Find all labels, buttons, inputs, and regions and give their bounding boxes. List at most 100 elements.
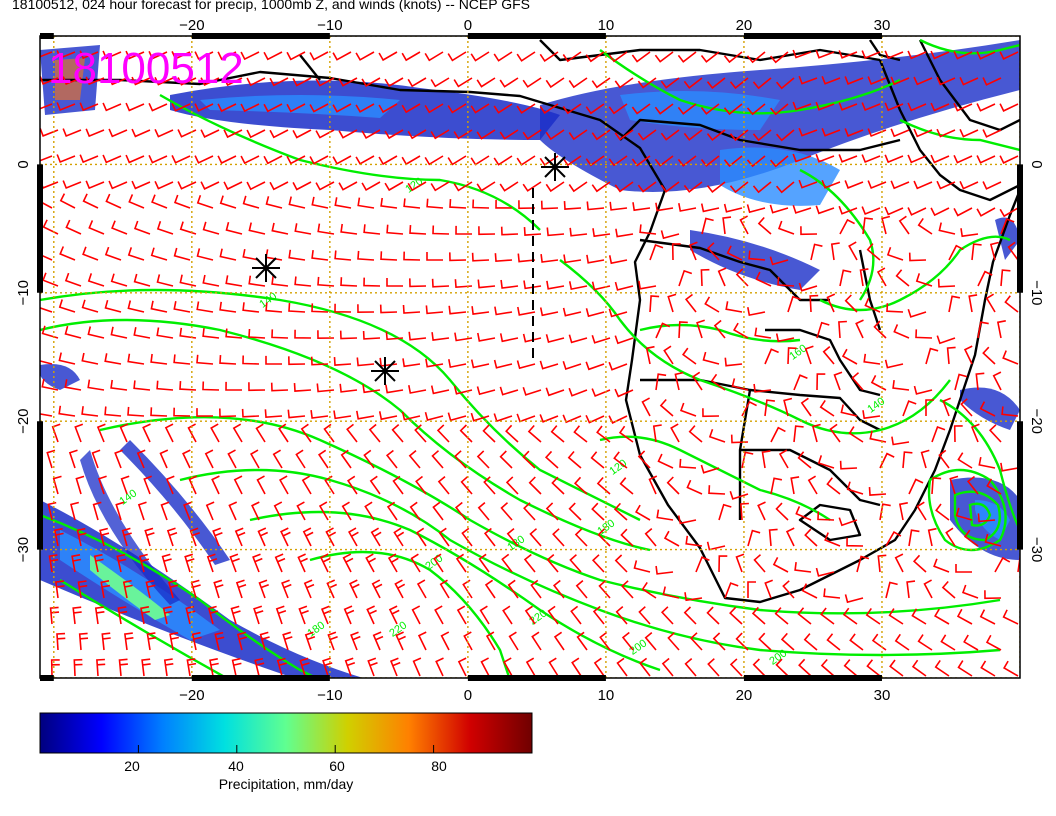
wind-barb (821, 128, 841, 137)
wind-barb (42, 219, 59, 235)
wind-barb (792, 101, 812, 111)
wind-barb (925, 347, 939, 365)
wind-barb (568, 334, 588, 344)
wind-barb (544, 450, 559, 469)
wind-barb (108, 180, 128, 190)
wind-barb (131, 128, 151, 138)
wind-barb (777, 220, 795, 235)
wind-barb (470, 155, 490, 166)
wind-barb (408, 449, 421, 469)
wind-barb (248, 328, 266, 339)
wind-barb (621, 631, 634, 651)
wind-barb (161, 553, 172, 573)
wind-barb (569, 227, 588, 237)
wind-barb (437, 475, 450, 495)
wind-barb (274, 553, 286, 573)
wind-barb (792, 205, 812, 214)
wind-barb (334, 303, 352, 313)
wind-barb (525, 657, 536, 677)
wind-barb (471, 306, 490, 315)
wind-barb (695, 556, 710, 573)
wind-barb (888, 608, 904, 625)
wind-barb (870, 375, 887, 391)
wind-barb (68, 449, 78, 469)
wind-barb (102, 102, 122, 112)
wind-barb (105, 193, 122, 209)
wind-barb (747, 529, 761, 547)
wind-barb (100, 580, 111, 599)
wind-barb (449, 199, 467, 209)
wind-barb (563, 254, 582, 264)
wind-barb (770, 426, 786, 443)
wind-barb (729, 606, 743, 625)
frame-tick-bars (37, 33, 1023, 681)
wind-barb (960, 228, 979, 238)
asterisk-marker (371, 357, 399, 385)
wind-barb (729, 658, 743, 677)
lat-tick-label-right: −30 (1028, 537, 1045, 562)
wind-barb (631, 51, 651, 63)
wind-barb (678, 321, 688, 339)
wind-barb (548, 657, 559, 677)
wind-barb (839, 218, 855, 235)
wind-barb (894, 553, 904, 573)
wind-barb (104, 246, 122, 261)
wind-barb (484, 579, 496, 599)
wind-barb (166, 527, 178, 547)
wind-barb (848, 241, 858, 261)
wind-barb (144, 527, 155, 547)
wind-barb (879, 503, 891, 521)
wind-barb (684, 293, 697, 313)
wind-barb (637, 129, 657, 141)
wind-barb (741, 451, 754, 469)
wind-barb (996, 320, 1006, 339)
wind-barb (357, 197, 375, 209)
wind-barb (424, 155, 444, 166)
wind-barb (648, 475, 658, 495)
wind-barb (971, 243, 982, 261)
wind-barb (890, 76, 910, 86)
wind-barb (593, 657, 605, 677)
wind-barb (448, 359, 467, 369)
wind-barb (608, 103, 628, 115)
wind-barb (202, 328, 220, 339)
wind-barb (196, 408, 214, 417)
wind-barb (430, 129, 450, 140)
wind-barb (495, 199, 513, 209)
wind-barb (502, 605, 513, 625)
wind-barb (576, 631, 588, 651)
wind-barb (384, 129, 404, 140)
wind-barb (884, 359, 904, 369)
wind-barb (459, 424, 473, 443)
wind-barb (196, 248, 214, 261)
wind-barb (963, 634, 979, 651)
wind-barb (959, 128, 979, 138)
wind-barb (432, 225, 450, 235)
wind-barb (859, 268, 869, 287)
wind-barb (72, 606, 82, 625)
wind-barb (941, 580, 956, 599)
wind-barb (700, 155, 720, 167)
wind-barb (447, 51, 467, 62)
wind-barb (775, 502, 789, 521)
wind-barb (838, 320, 847, 339)
wind-barb (408, 385, 427, 394)
wind-barb (656, 509, 674, 521)
wind-barb (660, 77, 680, 89)
wind-barb (493, 103, 513, 114)
wind-barb (141, 658, 151, 677)
wind-barb (700, 268, 710, 287)
colorbar-labels: 20 40 60 80 Precipitation, mm/day (40, 758, 532, 798)
wind-barb (223, 77, 243, 87)
wind-barb (957, 452, 973, 469)
wind-barb (425, 358, 444, 368)
wind-barb (292, 181, 312, 191)
wind-barb (567, 450, 582, 469)
wind-barb (82, 193, 99, 209)
wind-barb (706, 541, 726, 551)
wind-barb (205, 501, 215, 521)
wind-barb (700, 51, 720, 63)
wind-barb (724, 357, 743, 367)
wind-barb (292, 77, 312, 87)
wind-barb (522, 387, 542, 396)
